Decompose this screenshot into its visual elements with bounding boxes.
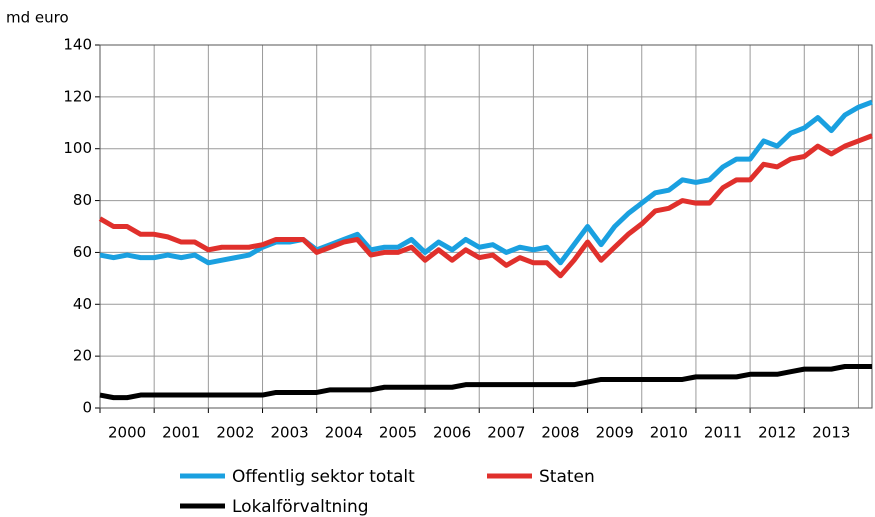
legend-label: Lokalförvaltning: [232, 497, 369, 517]
x-tick-label: 2013: [812, 424, 850, 442]
legend-label: Offentlig sektor totalt: [232, 467, 415, 487]
x-tick-label: 2010: [650, 424, 688, 442]
x-tick-label: 2007: [487, 424, 525, 442]
y-tick-label: 40: [73, 295, 92, 313]
series-line: [98, 133, 873, 279]
plot-border: [99, 44, 873, 409]
y-tick-label: 20: [73, 347, 92, 365]
y-tick-label: 140: [63, 36, 92, 54]
x-tick-label: 2005: [379, 424, 417, 442]
x-tick-label: 2012: [758, 424, 796, 442]
x-tick-label: 2001: [162, 424, 200, 442]
x-tick-label: 2000: [108, 424, 146, 442]
y-axis-label: md euro: [6, 9, 69, 27]
x-tick-label: 2011: [704, 424, 742, 442]
y-tick-label: 80: [73, 191, 92, 209]
x-tick-label: 2008: [541, 424, 579, 442]
y-tick-label: 120: [63, 87, 92, 105]
x-tick-label: 2009: [596, 424, 634, 442]
x-tick-label: 2006: [433, 424, 471, 442]
series-line: [99, 364, 872, 401]
y-tick-label: 0: [82, 399, 92, 417]
legend-label: Staten: [539, 467, 595, 487]
x-tick-label: 2002: [216, 424, 254, 442]
x-tick-label: 2003: [271, 424, 309, 442]
y-tick-label: 60: [73, 243, 92, 261]
y-tick-label: 100: [63, 139, 92, 157]
x-tick-label: 2004: [325, 424, 363, 442]
series-line: [99, 99, 873, 266]
